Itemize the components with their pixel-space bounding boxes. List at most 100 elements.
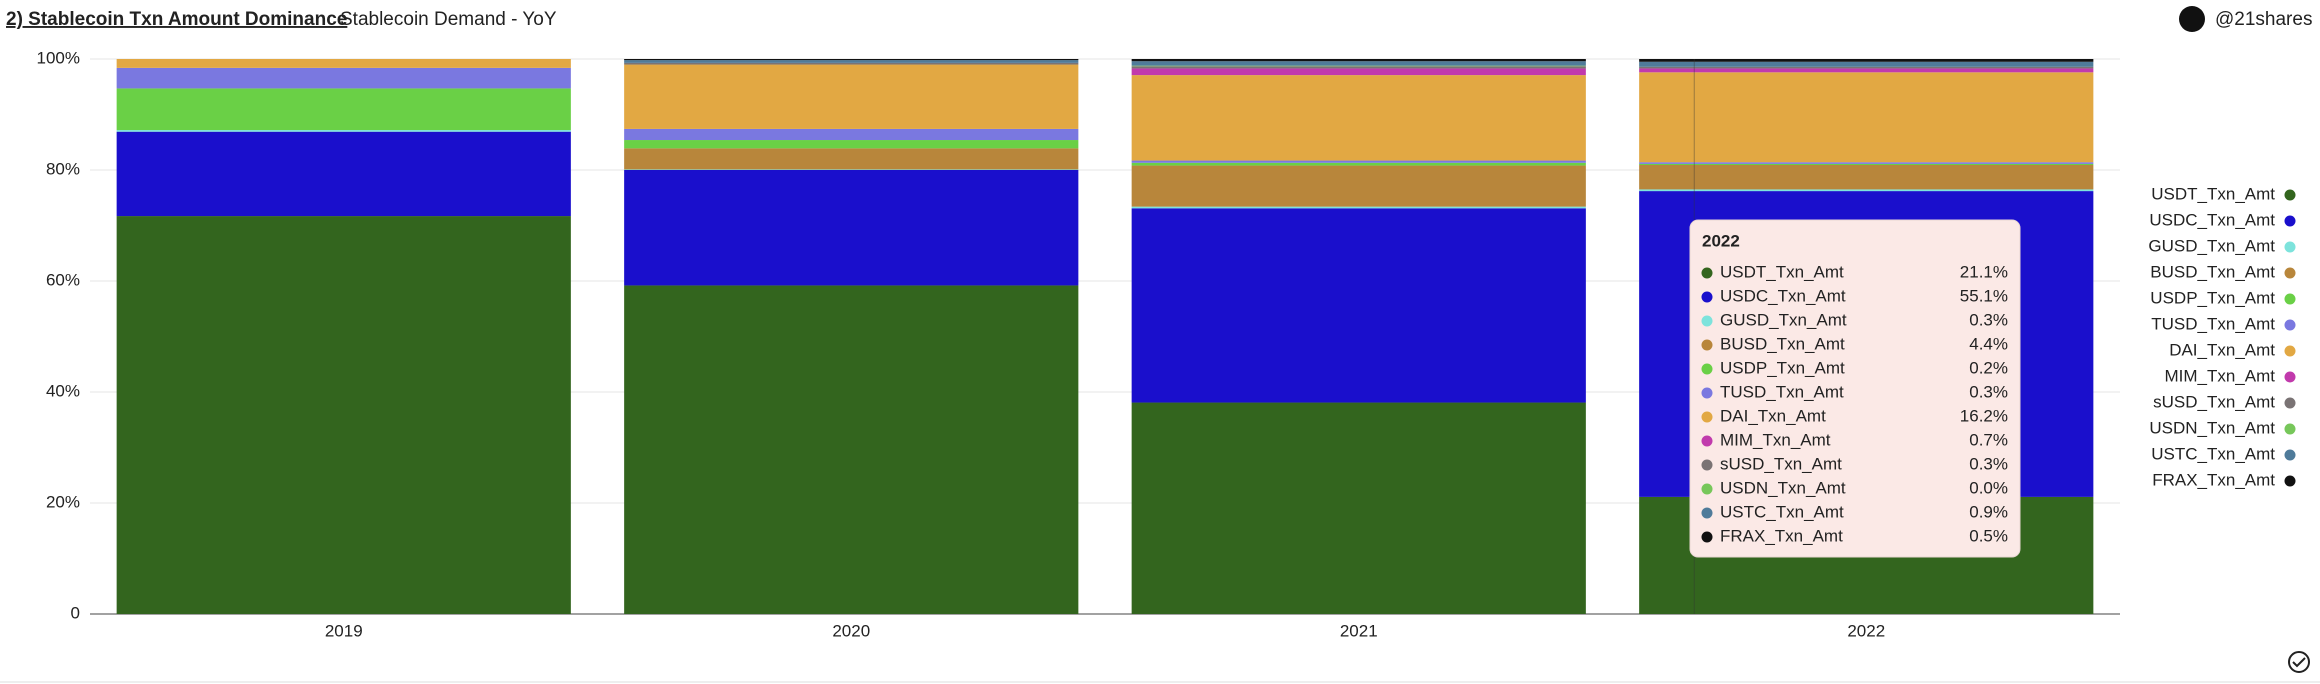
bar-segment — [624, 62, 1079, 65]
bar-segment — [1639, 68, 2094, 73]
bar-segment — [1639, 165, 2094, 190]
legend-label: USDN_Txn_Amt — [2149, 418, 2275, 437]
bar-segment — [116, 88, 571, 131]
tooltip-title: 2022 — [1702, 231, 1740, 250]
legend-swatch — [2284, 423, 2296, 435]
tooltip-swatch — [1701, 411, 1713, 423]
brand-logo — [2179, 6, 2205, 32]
tooltip-swatch — [1701, 267, 1713, 279]
tooltip-value: 0.3% — [1969, 310, 2008, 329]
bar-segment — [1131, 208, 1586, 403]
legend-swatch — [2284, 319, 2296, 331]
tooltip-value: 0.9% — [1969, 502, 2008, 521]
bar-segment — [624, 148, 1079, 170]
legend-label: BUSD_Txn_Amt — [2150, 262, 2275, 281]
legend-label: USDP_Txn_Amt — [2150, 288, 2275, 307]
legend-label: USDC_Txn_Amt — [2149, 210, 2275, 229]
bar-segment — [116, 131, 571, 217]
bar-segment — [1131, 59, 1586, 62]
x-tick-label: 2019 — [325, 621, 363, 640]
bar-segment — [1131, 66, 1586, 69]
tooltip-label: FRAX_Txn_Amt — [1720, 526, 1843, 545]
brand-handle[interactable]: @21shares — [2215, 9, 2312, 30]
tooltip-label: DAI_Txn_Amt — [1720, 406, 1826, 425]
tooltip-label: USDN_Txn_Amt — [1720, 478, 1846, 497]
tooltip-swatch — [1701, 387, 1713, 399]
tooltip-swatch — [1701, 291, 1713, 303]
tooltip-value: 0.3% — [1969, 382, 2008, 401]
bar-segment — [116, 67, 571, 89]
x-tick-label: 2021 — [1340, 621, 1378, 640]
tooltip-value: 0.2% — [1969, 358, 2008, 377]
bar-segment — [624, 64, 1079, 129]
legend-swatch — [2284, 371, 2296, 383]
bar-segment — [1639, 59, 2094, 62]
y-tick-label: 20% — [46, 492, 80, 511]
bar-segment — [624, 59, 1079, 61]
tooltip-swatch — [1701, 339, 1713, 351]
tooltip-swatch — [1701, 363, 1713, 375]
tooltip-value: 55.1% — [1960, 286, 2008, 305]
tooltip-label: MIM_Txn_Amt — [1720, 430, 1831, 449]
tooltip-value: 0.5% — [1969, 526, 2008, 545]
legend-swatch — [2284, 475, 2296, 487]
bar-segment — [1131, 65, 1586, 67]
bar-segment — [624, 285, 1079, 614]
chart-title[interactable]: 2) Stablecoin Txn Amount Dominance — [6, 9, 347, 30]
tooltip — [1689, 219, 2021, 558]
tooltip-swatch — [1701, 435, 1713, 447]
bar-segment — [1131, 68, 1586, 76]
bar-segment — [1131, 206, 1586, 209]
tooltip-label: GUSD_Txn_Amt — [1720, 310, 1847, 329]
tooltip-value: 21.1% — [1960, 262, 2008, 281]
bar-segment — [1639, 66, 2094, 69]
bar-segment — [624, 128, 1079, 141]
bar-segment — [1639, 162, 2094, 164]
bar-segment — [1639, 72, 2094, 163]
legend-swatch — [2284, 189, 2296, 201]
tooltip-swatch — [1701, 507, 1713, 519]
legend-label: USDT_Txn_Amt — [2151, 184, 2275, 203]
tooltip-swatch — [1701, 531, 1713, 543]
status-check — [2292, 657, 2306, 668]
bar-segment — [116, 216, 571, 614]
tooltip-value: 0.3% — [1969, 454, 2008, 473]
tooltip-swatch — [1701, 459, 1713, 471]
bar-segment — [1639, 189, 2094, 192]
bar-segment — [116, 59, 571, 68]
legend-swatch — [2284, 293, 2296, 305]
x-tick-label: 2022 — [1847, 621, 1885, 640]
bar-segment — [1131, 160, 1586, 163]
bar-segment — [1639, 163, 2094, 166]
bar-segment — [624, 60, 1079, 63]
tooltip-label: USTC_Txn_Amt — [1720, 502, 1844, 521]
bar-segment — [116, 130, 571, 132]
tooltip-label: USDP_Txn_Amt — [1720, 358, 1845, 377]
legend-label: USTC_Txn_Amt — [2151, 444, 2275, 463]
bar-segment — [1131, 402, 1586, 614]
x-tick-label: 2020 — [832, 621, 870, 640]
tooltip-label: USDT_Txn_Amt — [1720, 262, 1844, 281]
tooltip-value: 16.2% — [1960, 406, 2008, 425]
bar-segment — [1131, 165, 1586, 207]
legend-label: TUSD_Txn_Amt — [2151, 314, 2275, 333]
tooltip-label: TUSD_Txn_Amt — [1720, 382, 1844, 401]
legend-swatch — [2284, 241, 2296, 253]
tooltip-label: USDC_Txn_Amt — [1720, 286, 1846, 305]
tooltip-label: BUSD_Txn_Amt — [1720, 334, 1845, 353]
y-tick-label: 40% — [46, 381, 80, 400]
tooltip-swatch — [1701, 483, 1713, 495]
tooltip-label: sUSD_Txn_Amt — [1720, 454, 1842, 473]
tooltip-value: 0.7% — [1969, 430, 2008, 449]
legend-label: DAI_Txn_Amt — [2169, 340, 2275, 359]
tooltip-value: 4.4% — [1969, 334, 2008, 353]
bar-segment — [1131, 162, 1586, 166]
status-icon — [2288, 651, 2310, 673]
legend-swatch — [2284, 267, 2296, 279]
legend-label: sUSD_Txn_Amt — [2153, 392, 2275, 411]
bar-segment — [1639, 61, 2094, 67]
legend-swatch — [2284, 397, 2296, 409]
bar-segment — [1131, 75, 1586, 161]
bar-segment — [624, 170, 1079, 286]
